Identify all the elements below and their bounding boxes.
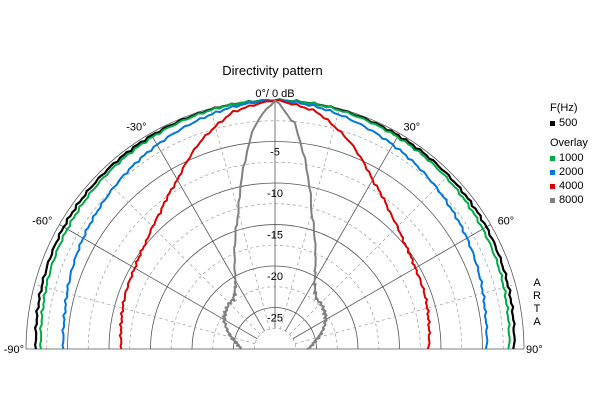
legend-item: 2000 [550, 165, 588, 179]
watermark-letter: A [533, 316, 541, 328]
grid-spoke [59, 224, 258, 339]
grid-spoke [98, 172, 261, 335]
angle-label: 30° [404, 121, 421, 133]
grid-spoke [34, 284, 256, 344]
watermark-letter: T [533, 303, 541, 315]
angle-label: -90° [4, 344, 24, 356]
legend-label-500: 500 [559, 117, 578, 129]
radial-tick-label: -10 [267, 188, 283, 200]
radial-tick-label: -5 [270, 147, 280, 159]
radial-tick-label: -25 [267, 313, 283, 325]
angle-label: 60° [498, 216, 515, 228]
legend-item: 1000 [550, 151, 588, 165]
grid-spoke [294, 284, 516, 344]
axis-labels: 0°/ 0 dB -5 -10 -15 -20 -25 -90° -60° -30° 30° 60°… [4, 88, 543, 356]
watermark-letter: A [533, 277, 541, 289]
legend-swatch-4000 [550, 183, 555, 189]
legend-label-4000: 4000 [559, 180, 584, 192]
legend-swatch-2000 [550, 169, 555, 175]
grid-ring [87, 161, 463, 350]
legend-header: F(Hz) [550, 102, 578, 114]
grid-spoke [150, 133, 265, 332]
watermark-letter: R [533, 290, 541, 302]
angle-label: -30° [126, 121, 146, 133]
radial-tick-label: -20 [267, 271, 283, 283]
legend-item: 8000 [550, 193, 588, 207]
chart-title: Directivity pattern [222, 63, 323, 78]
legend-label-1000: 1000 [559, 152, 584, 164]
legend-swatch-8000 [550, 197, 555, 203]
grid-spoke [292, 224, 491, 339]
legend: F(Hz) 500 Overlay 1000 2000 4000 8000 [550, 101, 588, 207]
grid-ring [253, 327, 297, 350]
legend-swatch-1000 [550, 155, 555, 161]
grid-spoke [210, 108, 270, 330]
legend-item: 500 [550, 116, 588, 130]
legend-swatch-500 [550, 120, 555, 126]
angle-label: -60° [32, 216, 52, 228]
series-group [33, 98, 516, 350]
grid-spoke [280, 108, 340, 330]
legend-overlay-header: Overlay [550, 137, 588, 149]
series-line-8000 [221, 99, 328, 350]
legend-item: 4000 [550, 179, 588, 193]
legend-label-2000: 2000 [559, 166, 584, 178]
grid-spoke [285, 133, 400, 332]
radial-tick-label: 0°/ 0 dB [255, 88, 294, 100]
angle-label: 90° [526, 344, 543, 356]
grid-spoke [289, 172, 452, 335]
legend-label-8000: 8000 [559, 194, 584, 206]
radial-tick-label: -15 [267, 230, 283, 242]
